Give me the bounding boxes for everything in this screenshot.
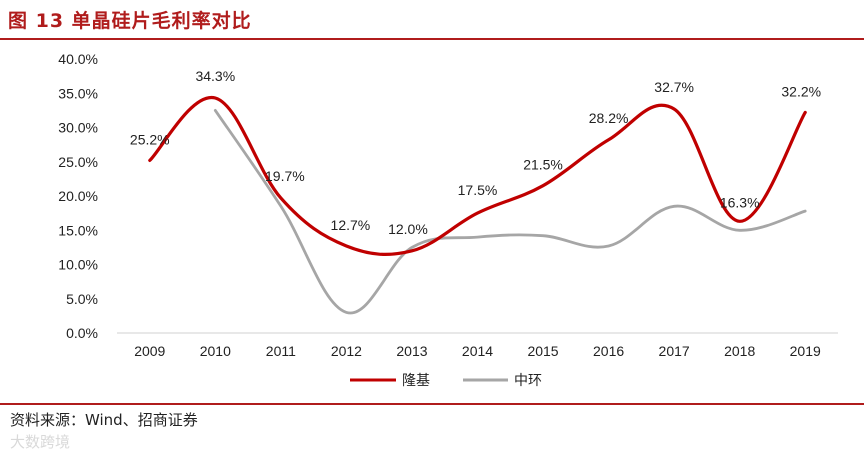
title-rule [0,38,864,40]
y-tick-label: 40.0% [58,51,98,67]
legend-label: 隆基 [402,372,430,389]
margin-comparison-chart: 0.0% 5.0% 10.0% 15.0% 20.0% 25.0% 30.0% 35.0% 40… [58,51,838,389]
source-note: 资料来源：Wind、招商证券 [10,411,198,429]
legend: 隆基 中环 [350,372,542,389]
x-tick-label: 2012 [331,343,362,359]
data-label: 17.5% [458,182,498,198]
data-label: 32.7% [654,79,694,95]
y-tick-label: 0.0% [66,325,98,341]
x-tick-label: 2018 [724,343,755,359]
x-tick-label: 2009 [134,343,165,359]
x-tick-label: 2019 [790,343,821,359]
x-tick-label: 2011 [266,343,296,359]
data-label: 28.2% [589,110,629,126]
y-tick-label: 10.0% [58,257,98,273]
x-tick-labels: 2009 2010 2011 2012 2013 2014 2015 2016 2017 2018… [134,343,821,359]
data-label: 12.0% [388,221,428,237]
series-lines [148,96,807,315]
y-tick-label: 25.0% [58,154,98,170]
y-tick-label: 35.0% [58,85,98,101]
source-rule [0,403,864,405]
x-tick-label: 2010 [200,343,231,359]
y-tick-label: 5.0% [66,291,98,307]
x-tick-label: 2016 [593,343,624,359]
data-label: 12.7% [331,217,371,233]
x-tick-label: 2014 [462,343,493,359]
data-labels: 25.2% 34.3% 19.7% 12.7% 12.0% 17.5% 21.5% 28.2%… [130,68,821,237]
y-tick-labels: 0.0% 5.0% 10.0% 15.0% 20.0% 25.0% 30.0% 35.0% 40… [58,51,98,341]
x-tick-label: 2015 [527,343,558,359]
data-label: 21.5% [523,157,563,173]
y-tick-label: 20.0% [58,188,98,204]
legend-label: 中环 [514,373,542,389]
x-tick-label: 2017 [659,343,690,359]
figure-title: 图 13 单晶硅片毛利率对比 [8,10,252,32]
watermark: 大数跨境 [10,433,71,451]
data-label: 32.2% [781,83,821,99]
series-line-隆基 [148,96,807,256]
data-label: 25.2% [130,131,170,147]
data-label: 19.7% [265,168,305,184]
y-tick-label: 30.0% [58,120,98,136]
series-line-中环 [213,109,807,315]
x-tick-label: 2013 [396,343,427,359]
y-tick-label: 15.0% [58,222,98,238]
data-label: 16.3% [720,194,760,210]
data-label: 34.3% [195,68,235,84]
